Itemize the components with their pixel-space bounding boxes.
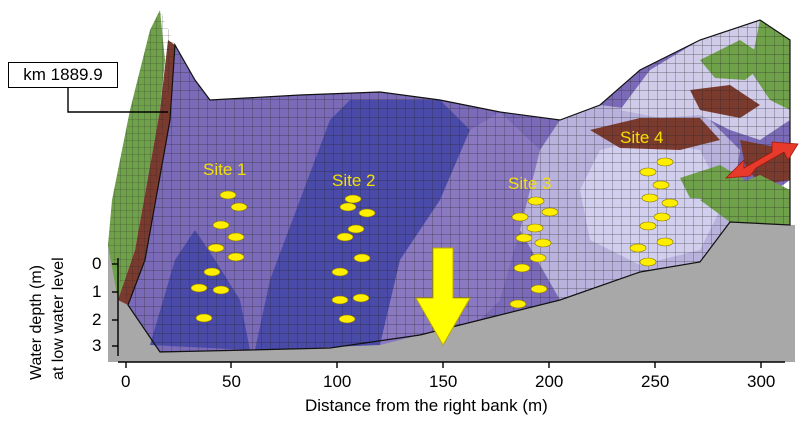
- site-3-label: Site 3: [508, 174, 552, 193]
- x-tick-label: 300: [747, 372, 776, 391]
- y-axis-title-line1: Water depth (m): [28, 265, 45, 380]
- site-2-label: Site 2: [332, 171, 376, 190]
- km-label-box: km 1889.9: [8, 62, 118, 88]
- y-axis-title-line2: at low water level: [50, 257, 67, 380]
- x-tick-label: 250: [641, 372, 670, 391]
- x-axis: [118, 361, 785, 368]
- site-4-markers: [629, 157, 679, 267]
- x-tick-label: 0: [121, 372, 131, 391]
- site-2-markers: [331, 194, 376, 324]
- km-leader-line: [67, 88, 168, 113]
- site-1-label: Site 1: [203, 160, 247, 179]
- lateral-double-arrow: [724, 141, 799, 179]
- y-tick-label: 3: [92, 336, 102, 355]
- x-tick-label: 100: [323, 372, 352, 391]
- site-3-markers: [509, 196, 559, 309]
- y-axis: [112, 258, 119, 356]
- y-tick-label: 2: [92, 310, 102, 329]
- x-tick-label: 150: [429, 372, 458, 391]
- x-tick-label: 200: [535, 372, 564, 391]
- riverbed-section: [108, 222, 795, 362]
- site-1-markers: [190, 190, 248, 323]
- surface-mesh: [128, 20, 790, 352]
- x-tick-label: 50: [222, 372, 241, 391]
- x-axis-title: Distance from the right bank (m): [305, 396, 548, 415]
- site-4-label: Site 4: [620, 128, 664, 147]
- y-tick-label: 1: [92, 282, 102, 301]
- left-bank: [108, 10, 175, 305]
- y-tick-label: 0: [92, 254, 102, 273]
- flow-direction-arrow: [415, 247, 471, 347]
